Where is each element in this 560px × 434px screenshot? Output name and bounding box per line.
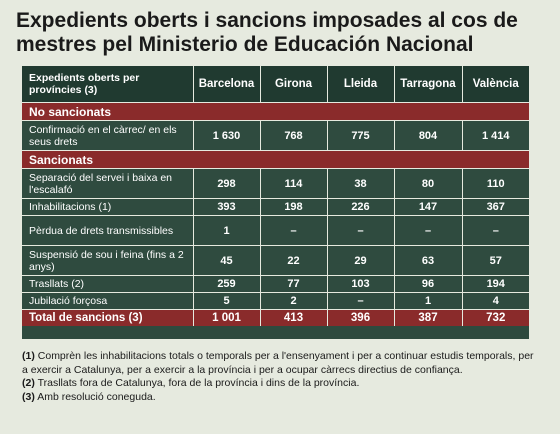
cell-tarragona: 147 xyxy=(394,198,463,216)
cell-barcelona: 45 xyxy=(193,245,261,276)
cell-barcelona: 259 xyxy=(193,275,261,293)
cell-lleida: 103 xyxy=(327,275,395,293)
cell-tarragona: 1 xyxy=(394,292,463,310)
footnote-text: Trasllats fora de Catalunya, fora de la … xyxy=(37,377,360,389)
footnotes: (1) Comprèn les inhabilitacions totals o… xyxy=(22,350,537,404)
footnote-text: Comprèn les inhabilitacions totals o tem… xyxy=(22,350,534,376)
cell-barcelona: 1 xyxy=(193,215,261,246)
cell-lleida: 29 xyxy=(327,245,395,276)
header-tarragona: Tarragona xyxy=(394,66,463,103)
table-row: Inhabilitacions (1) 393 198 226 147 367 xyxy=(22,198,529,216)
cell-girona: 114 xyxy=(260,168,328,199)
section-sancionats: Sancionats xyxy=(22,150,529,169)
header-girona: Girona xyxy=(260,66,328,103)
cell-valencia: – xyxy=(462,215,529,246)
table-row: Confirmació en el càrrec/ en els seus dr… xyxy=(22,120,529,151)
table-row: Separació del servei i baixa en l'escala… xyxy=(22,168,529,199)
total-girona: 413 xyxy=(260,309,328,326)
cell-valencia: 110 xyxy=(462,168,529,199)
row-label: Suspensió de sou i feina (fins a 2 anys) xyxy=(22,245,194,276)
section-label: No sancionats xyxy=(22,102,529,121)
sanctions-table: Expedients oberts per províncies (3) Bar… xyxy=(22,66,529,326)
table-row: Suspensió de sou i feina (fins a 2 anys)… xyxy=(22,245,529,276)
cell-barcelona: 1 630 xyxy=(193,120,261,151)
total-valencia: 732 xyxy=(462,309,529,326)
cell-tarragona: – xyxy=(394,215,463,246)
row-label: Jubilació forçosa xyxy=(22,292,194,310)
cell-valencia: 1 414 xyxy=(462,120,529,151)
cell-lleida: 226 xyxy=(327,198,395,216)
table-row: Jubilació forçosa 5 2 – 1 4 xyxy=(22,292,529,310)
footnote-text: Amb resolució coneguda. xyxy=(37,390,156,403)
sanctions-table-container: Expedients oberts per províncies (3) Bar… xyxy=(22,66,529,339)
cell-lleida: – xyxy=(327,215,395,246)
cell-valencia: 4 xyxy=(462,292,529,310)
total-lleida: 396 xyxy=(327,309,395,326)
cell-lleida: 775 xyxy=(327,120,395,151)
section-no-sancionats: No sancionats xyxy=(22,102,529,121)
cell-lleida: 38 xyxy=(327,168,395,199)
footnote-mark: (2) xyxy=(22,377,35,389)
total-tarragona: 387 xyxy=(394,309,463,326)
cell-barcelona: 393 xyxy=(193,198,261,216)
cell-tarragona: 96 xyxy=(394,275,463,293)
total-label: Total de sancions (3) xyxy=(22,309,194,326)
cell-valencia: 57 xyxy=(462,245,529,276)
header-valencia: València xyxy=(462,66,529,103)
cell-girona: 77 xyxy=(260,275,328,293)
row-label: Confirmació en el càrrec/ en els seus dr… xyxy=(22,120,194,151)
footnote-mark: (3) xyxy=(22,390,35,403)
row-label: Trasllats (2) xyxy=(22,275,194,293)
cell-girona: – xyxy=(260,215,328,246)
cell-tarragona: 80 xyxy=(394,168,463,199)
row-label: Inhabilitacions (1) xyxy=(22,198,194,216)
total-row: Total de sancions (3) 1 001 413 396 387 … xyxy=(22,309,529,326)
table-row: Pèrdua de drets transmissibles 1 – – – – xyxy=(22,215,529,246)
row-label: Separació del servei i baixa en l'escala… xyxy=(22,168,194,199)
footnote-mark: (1) xyxy=(22,350,35,362)
cell-girona: 2 xyxy=(260,292,328,310)
cell-barcelona: 5 xyxy=(193,292,261,310)
cell-valencia: 367 xyxy=(462,198,529,216)
row-label: Pèrdua de drets transmissibles xyxy=(22,215,194,246)
cell-tarragona: 804 xyxy=(394,120,463,151)
section-label: Sancionats xyxy=(22,150,529,169)
header-lleida: Lleida xyxy=(327,66,395,103)
footnote-1: (1) Comprèn les inhabilitacions totals o… xyxy=(22,350,537,377)
header-barcelona: Barcelona xyxy=(193,66,261,103)
cell-girona: 22 xyxy=(260,245,328,276)
footnote-2: (2) Trasllats fora de Catalunya, fora de… xyxy=(22,377,537,391)
cell-girona: 768 xyxy=(260,120,328,151)
footnote-3: (3) Amb resolució coneguda. xyxy=(22,391,537,405)
header-expedients: Expedients oberts per províncies (3) xyxy=(22,66,194,103)
total-barcelona: 1 001 xyxy=(193,309,261,326)
cell-tarragona: 63 xyxy=(394,245,463,276)
table-header-row: Expedients oberts per províncies (3) Bar… xyxy=(22,66,529,103)
page-title: Expedients oberts i sancions imposades a… xyxy=(16,9,518,56)
cell-valencia: 194 xyxy=(462,275,529,293)
cell-barcelona: 298 xyxy=(193,168,261,199)
cell-girona: 198 xyxy=(260,198,328,216)
cell-lleida: – xyxy=(327,292,395,310)
table-row: Trasllats (2) 259 77 103 96 194 xyxy=(22,275,529,293)
